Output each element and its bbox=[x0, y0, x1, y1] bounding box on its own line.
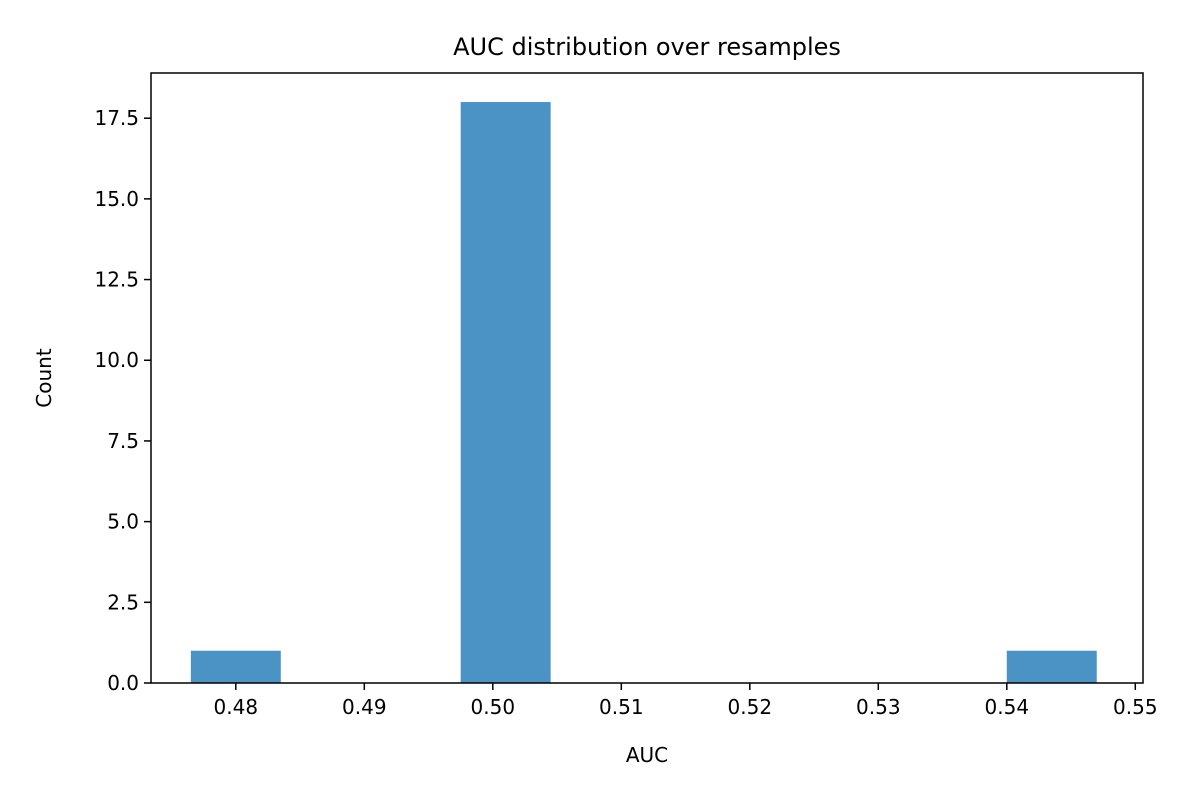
x-tick-label: 0.55 bbox=[1113, 695, 1158, 719]
x-tick-label: 0.49 bbox=[342, 695, 387, 719]
x-tick-label: 0.52 bbox=[728, 695, 773, 719]
x-tick-label: 0.54 bbox=[985, 695, 1030, 719]
y-axis-ticks: 0.0 2.5 5.0 7.5 10.0 12.5 15.0 17.5 bbox=[94, 106, 151, 695]
x-tick-label: 0.53 bbox=[856, 695, 901, 719]
plot-frame bbox=[150, 72, 1144, 684]
chart-title: AUC distribution over resamples bbox=[453, 33, 841, 61]
x-axis-ticks: 0.48 0.49 0.50 0.51 0.52 0.53 0.54 0.55 bbox=[214, 683, 1158, 719]
x-tick-label: 0.51 bbox=[599, 695, 644, 719]
y-tick-label: 7.5 bbox=[107, 429, 139, 453]
y-tick-label: 2.5 bbox=[107, 590, 139, 614]
x-tick-label: 0.48 bbox=[214, 695, 259, 719]
bars-group bbox=[190, 102, 1097, 684]
histogram-bar bbox=[190, 650, 281, 683]
y-axis-label: Count bbox=[32, 348, 56, 408]
histogram-bar bbox=[1006, 650, 1097, 683]
y-tick-label: 10.0 bbox=[94, 348, 139, 372]
y-tick-label: 0.0 bbox=[107, 671, 139, 695]
y-tick-label: 17.5 bbox=[94, 106, 139, 130]
y-tick-label: 12.5 bbox=[94, 268, 139, 292]
y-tick-label: 15.0 bbox=[94, 187, 139, 211]
x-axis-label: AUC bbox=[626, 743, 668, 767]
histogram-bar bbox=[460, 102, 551, 684]
x-tick-label: 0.50 bbox=[471, 695, 516, 719]
y-tick-label: 5.0 bbox=[107, 510, 139, 534]
